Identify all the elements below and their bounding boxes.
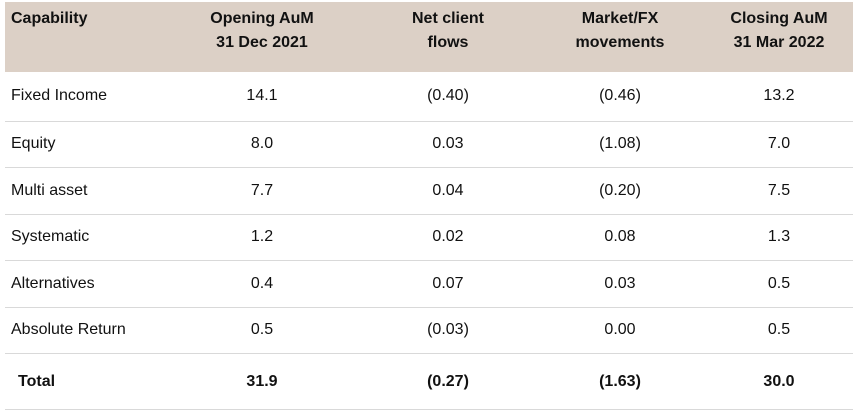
total-label: Total bbox=[18, 372, 56, 390]
total-opening-aum: 31.9 bbox=[246, 372, 278, 390]
market-fx-cell: 0.00 bbox=[604, 321, 636, 339]
row-label: Multi asset bbox=[11, 181, 88, 199]
opening-aum-cell: 14.1 bbox=[246, 87, 278, 105]
closing-aum-cell: 0.5 bbox=[767, 274, 791, 292]
table-row: Multi asset 7.7 0.04 (0.20) 7.5 bbox=[5, 168, 853, 214]
table-row: Systematic 1.2 0.02 0.08 1.3 bbox=[5, 214, 853, 261]
total-row: Total 31.9 (0.27) (1.63) 30.0 bbox=[5, 354, 853, 410]
net-client-flows-cell: 0.07 bbox=[432, 274, 464, 292]
closing-aum-cell: 7.0 bbox=[767, 135, 791, 153]
row-label: Systematic bbox=[11, 228, 90, 246]
net-client-flows-cell: (0.03) bbox=[427, 321, 469, 339]
market-fx-cell: 0.03 bbox=[604, 274, 636, 292]
market-fx-cell: 0.08 bbox=[604, 228, 636, 246]
header-row: Capability Opening AuM 31 Dec 2021 Net c… bbox=[5, 2, 853, 72]
total-market-fx: (1.63) bbox=[599, 372, 641, 390]
row-label: Absolute Return bbox=[11, 321, 126, 339]
row-label: Equity bbox=[11, 135, 56, 153]
table-header: Capability Opening AuM 31 Dec 2021 Net c… bbox=[5, 2, 853, 72]
row-label: Alternatives bbox=[11, 274, 95, 292]
header-net-client-flows: Net client flows bbox=[411, 10, 484, 51]
row-label: Fixed Income bbox=[11, 87, 108, 105]
closing-aum-cell: 13.2 bbox=[763, 87, 795, 105]
total-net-client-flows: (0.27) bbox=[427, 372, 469, 390]
net-client-flows-cell: 0.02 bbox=[432, 228, 464, 246]
market-fx-cell: (0.20) bbox=[599, 181, 641, 199]
table-row: Alternatives 0.4 0.07 0.03 0.5 bbox=[5, 261, 853, 307]
opening-aum-cell: 1.2 bbox=[250, 228, 274, 246]
market-fx-cell: (0.46) bbox=[599, 87, 641, 105]
closing-aum-cell: 1.3 bbox=[767, 228, 791, 246]
total-closing-aum: 30.0 bbox=[763, 372, 795, 390]
net-client-flows-cell: 0.03 bbox=[432, 135, 464, 153]
table-body: Fixed Income 14.1 (0.40) (0.46) 13.2 Equ… bbox=[5, 72, 853, 410]
closing-aum-cell: 0.5 bbox=[767, 321, 791, 339]
market-fx-cell: (1.08) bbox=[599, 135, 641, 153]
header-opening-aum: Opening AuM 31 Dec 2021 bbox=[210, 10, 314, 51]
header-closing-aum: Closing AuM 31 Mar 2022 bbox=[730, 10, 828, 51]
opening-aum-cell: 7.7 bbox=[250, 181, 274, 199]
table-row: Equity 8.0 0.03 (1.08) 7.0 bbox=[5, 121, 853, 168]
net-client-flows-cell: (0.40) bbox=[427, 87, 469, 105]
table-row: Absolute Return 0.5 (0.03) 0.00 0.5 bbox=[5, 307, 853, 354]
opening-aum-cell: 0.4 bbox=[250, 274, 274, 292]
opening-aum-cell: 0.5 bbox=[250, 321, 274, 339]
header-capability: Capability bbox=[11, 10, 88, 27]
header-market-fx-movements: Market/FX movements bbox=[575, 10, 665, 51]
opening-aum-cell: 8.0 bbox=[250, 135, 274, 153]
table-row: Fixed Income 14.1 (0.40) (0.46) 13.2 bbox=[5, 72, 853, 121]
closing-aum-cell: 7.5 bbox=[767, 181, 791, 199]
net-client-flows-cell: 0.04 bbox=[432, 181, 464, 199]
aum-table: Capability Opening AuM 31 Dec 2021 Net c… bbox=[5, 2, 853, 410]
